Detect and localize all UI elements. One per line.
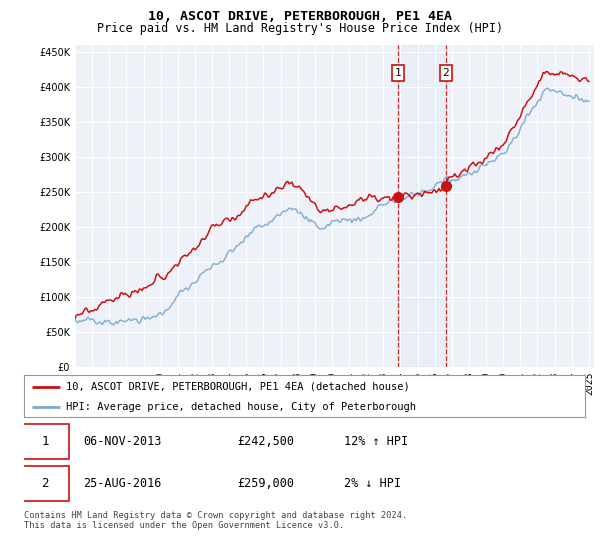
Text: 12% ↑ HPI: 12% ↑ HPI (344, 435, 408, 448)
Text: Contains HM Land Registry data © Crown copyright and database right 2024.
This d: Contains HM Land Registry data © Crown c… (24, 511, 407, 530)
Text: 10, ASCOT DRIVE, PETERBOROUGH, PE1 4EA: 10, ASCOT DRIVE, PETERBOROUGH, PE1 4EA (148, 10, 452, 23)
Text: HPI: Average price, detached house, City of Peterborough: HPI: Average price, detached house, City… (66, 402, 416, 412)
Text: 10, ASCOT DRIVE, PETERBOROUGH, PE1 4EA (detached house): 10, ASCOT DRIVE, PETERBOROUGH, PE1 4EA (… (66, 382, 410, 392)
Text: 1: 1 (395, 68, 401, 78)
Text: 2: 2 (41, 477, 49, 490)
Text: £242,500: £242,500 (237, 435, 294, 448)
Text: Price paid vs. HM Land Registry's House Price Index (HPI): Price paid vs. HM Land Registry's House … (97, 22, 503, 35)
FancyBboxPatch shape (21, 423, 69, 459)
Text: 1: 1 (41, 435, 49, 448)
Text: 2: 2 (442, 68, 449, 78)
Bar (398, 45, 446, 367)
FancyBboxPatch shape (21, 466, 69, 501)
Text: 06-NOV-2013: 06-NOV-2013 (83, 435, 161, 448)
Text: £259,000: £259,000 (237, 477, 294, 490)
Text: 2% ↓ HPI: 2% ↓ HPI (344, 477, 401, 490)
Text: 25-AUG-2016: 25-AUG-2016 (83, 477, 161, 490)
